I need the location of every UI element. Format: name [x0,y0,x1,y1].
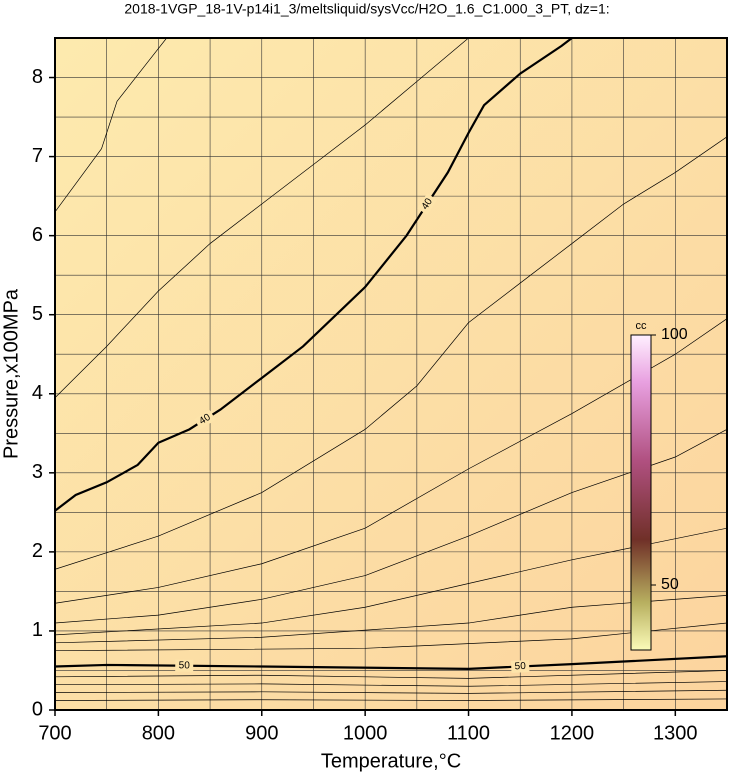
contour-line [55,655,727,670]
colorbar [630,334,652,651]
y-tick-label: 7 [32,145,43,167]
contour-line [55,429,727,624]
chart-title: 2018-1VGP_18-1V-p14i1_3/meltsliquid/sysV… [124,1,609,17]
x-tick-label: 800 [142,722,175,744]
contour-label-bg [175,659,194,672]
contour-label-bg [194,409,216,430]
contour-line [55,698,727,701]
y-tick-label: 8 [32,66,43,88]
contour-line [55,527,727,636]
y-tick-label: 0 [32,698,43,720]
y-tick-label: 5 [32,303,43,325]
contour-label-bg [510,660,530,673]
contour-line [55,38,469,398]
colorbar-label: cc [636,320,648,332]
y-tick-label: 4 [32,382,43,404]
contour-line [55,670,727,679]
axes: 700 800 900 1000 1100 1200 1300 0 1 2 3 4 5 6 7 8 cc 100 5… [32,37,728,744]
y-tick-label: 1 [32,619,43,641]
contour-line [55,136,727,570]
contour-line [55,689,727,694]
colorbar-tick-label: 100 [661,326,688,343]
x-tick-label: 1200 [550,722,595,744]
contour-label: 50 [179,660,191,671]
x-tick-label: 1300 [653,722,698,744]
plot-area [55,38,727,710]
y-tick-label: 3 [32,461,43,483]
contour-line [55,38,167,213]
frame [54,37,728,711]
x-tick-label: 900 [245,722,278,744]
x-axis-label: Temperature,°C [321,750,461,772]
y-tick-label: 6 [32,224,43,246]
x-tick-label: 1100 [447,722,490,744]
contour-line [55,38,573,512]
contour-line [55,681,727,687]
y-axis-label: Pressure,x100MPa [0,288,22,459]
colorbar-tick-label: 50 [661,576,679,593]
y-tick-label: 2 [32,540,43,562]
contour-label: 50 [514,661,526,673]
contour-line [55,318,727,604]
contour-label-bg [417,193,438,215]
contour-line [55,595,727,644]
x-tick-label: 1000 [343,722,388,744]
x-tick-label: 700 [38,722,71,744]
grid [55,38,727,710]
